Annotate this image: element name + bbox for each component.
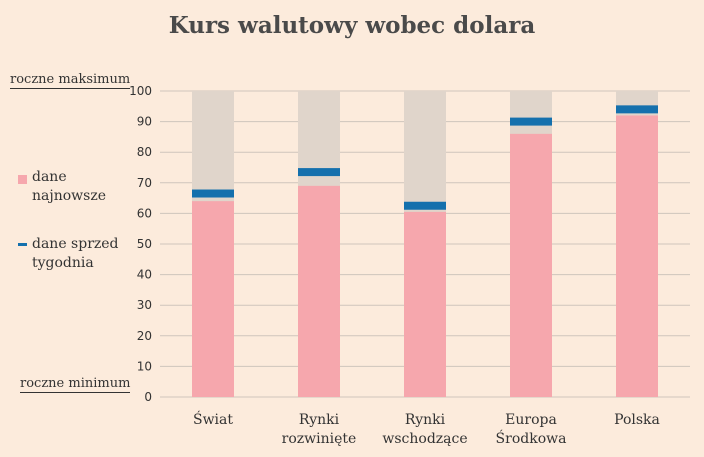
y-tick-label: 100	[129, 84, 152, 98]
y-tick-label: 0	[144, 390, 152, 404]
legend-previous-swatch	[18, 243, 27, 246]
latest-bar	[298, 185, 340, 397]
y-tick-label: 30	[137, 298, 152, 312]
latest-bar	[192, 201, 234, 397]
x-category-label: Rynki rozwinięte	[282, 412, 357, 447]
y-tick-label: 40	[137, 268, 152, 282]
previous-marker	[510, 117, 552, 126]
y-tick-label: 50	[137, 237, 152, 251]
legend-latest-label: dane najnowsze	[32, 169, 106, 204]
previous-marker	[192, 189, 234, 198]
y-tick-label: 10	[137, 359, 152, 373]
previous-marker	[404, 201, 446, 210]
legend-latest-swatch	[18, 175, 27, 184]
x-category-label: Rynki wschodzące	[382, 412, 467, 447]
chart-title: Kurs walutowy wobec dolara	[168, 12, 536, 39]
legend-previous-label: dane sprzed tygodnia	[32, 236, 119, 271]
latest-bar	[404, 211, 446, 397]
y-tick-label: 70	[137, 176, 152, 190]
annual-min-label: roczne minimum	[20, 376, 131, 393]
x-category-label: Polska	[614, 412, 660, 428]
y-tick-label: 20	[137, 329, 152, 343]
latest-bar	[616, 115, 658, 397]
latest-bar	[510, 133, 552, 397]
previous-marker	[616, 105, 658, 114]
y-tick-label: 60	[137, 206, 152, 220]
y-tick-label: 90	[137, 115, 152, 129]
x-category-label: Świat	[193, 410, 233, 428]
x-category-label: Europa Środkowa	[496, 412, 567, 447]
y-tick-label: 80	[137, 145, 152, 159]
annual-max-label: roczne maksimum	[10, 72, 131, 89]
previous-marker	[298, 168, 340, 177]
